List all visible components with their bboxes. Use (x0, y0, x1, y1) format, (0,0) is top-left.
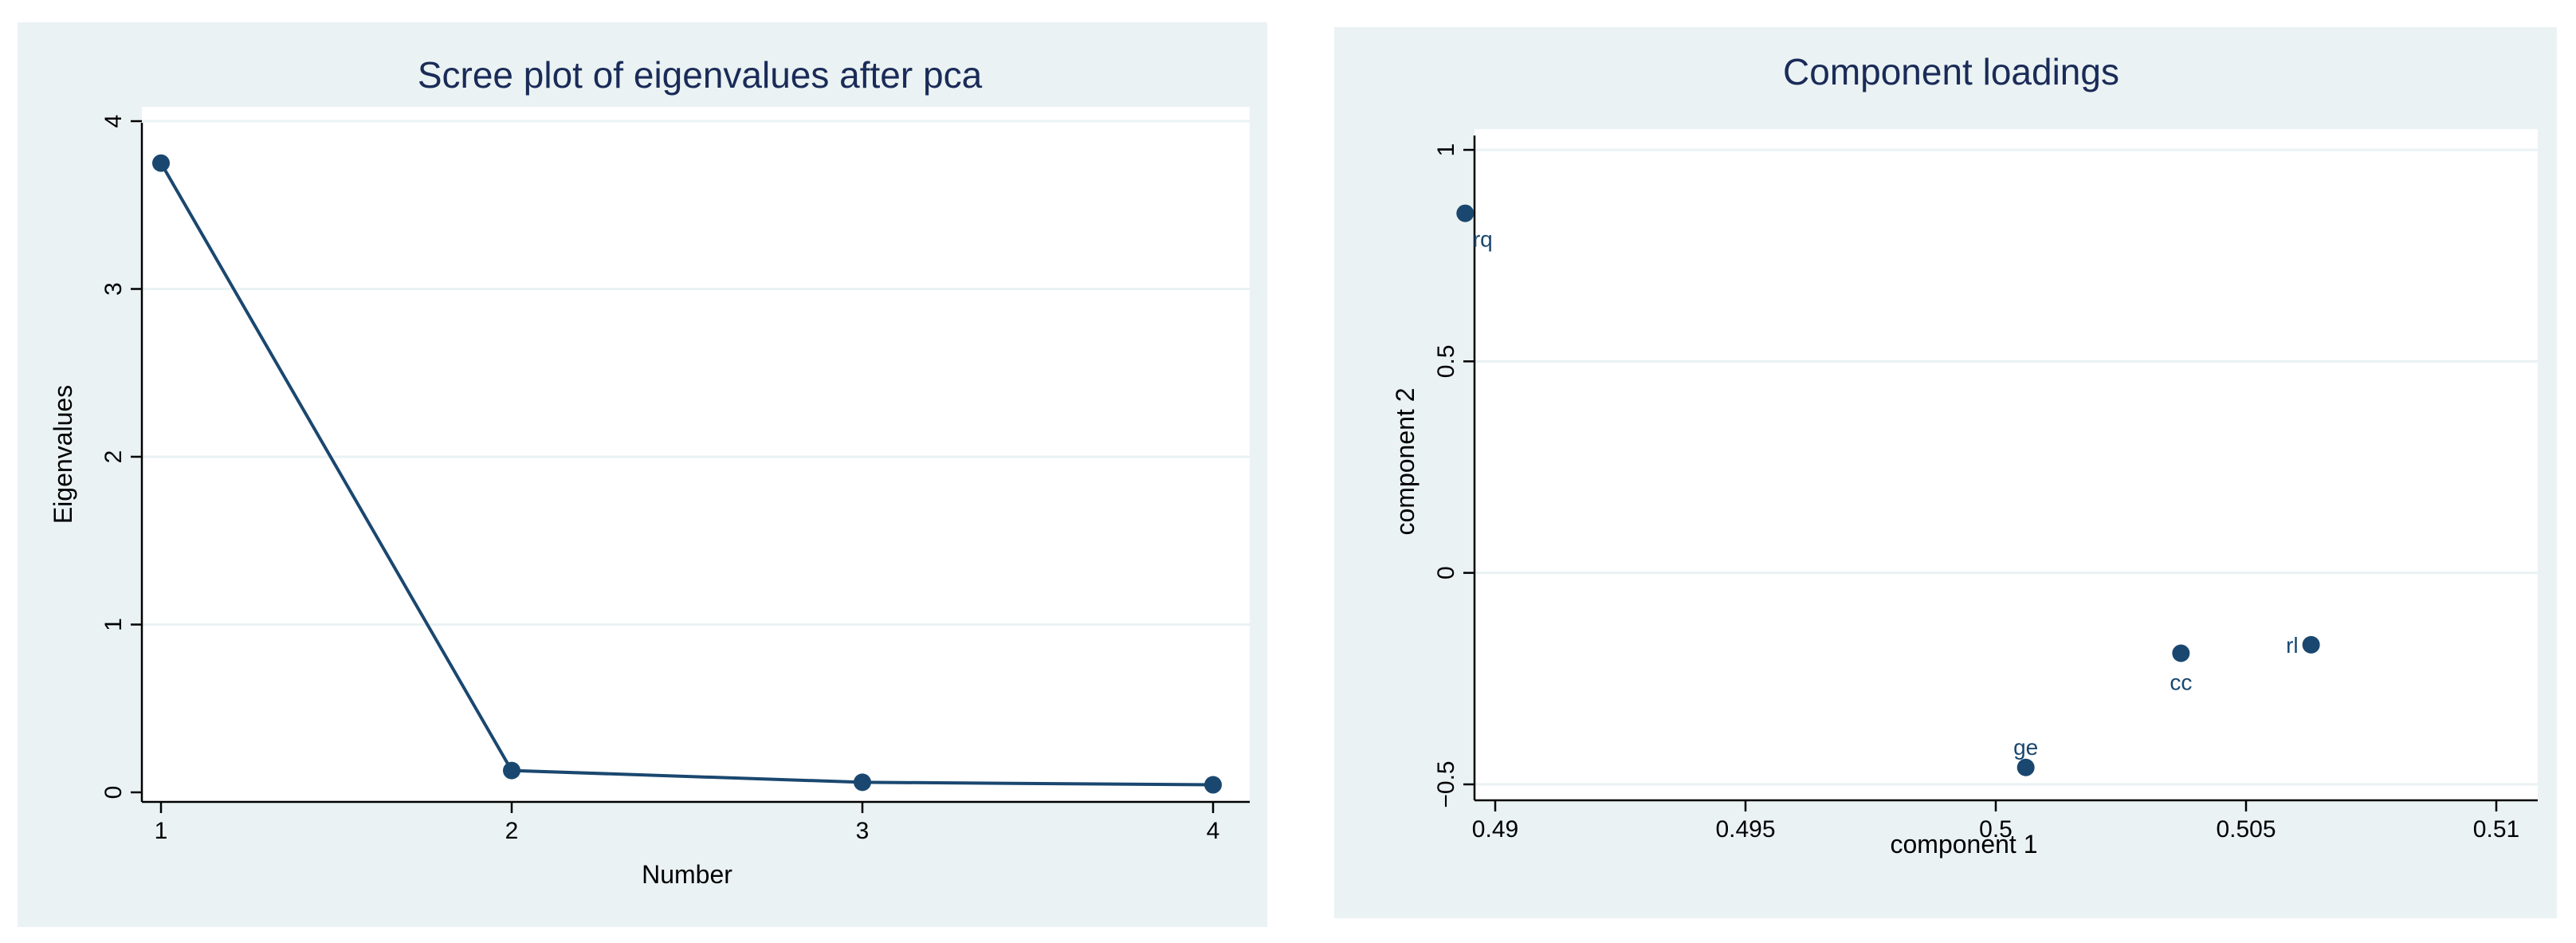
chart-title: Component loadings (1783, 51, 2119, 92)
loading-point (2172, 644, 2190, 662)
y-tick-label: 3 (100, 282, 127, 296)
scree-plot-svg: Scree plot of eigenvalues after pca 0 1 2 3… (49, 54, 1250, 889)
scree-plot-panel: Scree plot of eigenvalues after pca 0 1 2 3… (18, 22, 1267, 927)
y-tick-label: 4 (100, 115, 127, 128)
chart-title: Scree plot of eigenvalues after pca (418, 54, 983, 96)
x-tick-label: 3 (856, 818, 870, 844)
loading-point (2016, 758, 2035, 776)
y-tick-label: 0 (100, 786, 127, 800)
plot-area (1475, 129, 2538, 800)
loading-label: cc (2170, 670, 2192, 694)
loading-label: rl (2286, 633, 2299, 658)
x-axis-label: Number (642, 860, 732, 889)
x-tick-label: 0.5 (1979, 816, 2012, 843)
x-tick-label: 0.51 (2473, 816, 2519, 843)
x-tick-label: 0.49 (1472, 816, 1518, 843)
loading-label: ge (2013, 735, 2038, 760)
eigenvalue-point (1204, 776, 1222, 794)
y-tick-label: 2 (100, 450, 127, 464)
y-tick-label: 1 (100, 618, 127, 631)
y-axis-label: component 2 (1391, 387, 1420, 535)
loading-point (1456, 204, 1475, 222)
x-axis-label: component 1 (1890, 830, 2037, 859)
y-axis-label: Eigenvalues (49, 385, 77, 524)
plot-area (142, 107, 1250, 802)
loading-label: rq (1473, 227, 1493, 252)
x-tick-label: 0.495 (1715, 816, 1775, 843)
x-tick-label: 0.505 (2216, 816, 2276, 843)
loading-point (2302, 635, 2320, 654)
y-tick-label: 1 (1433, 143, 1459, 157)
eigenvalue-line (159, 162, 1214, 787)
x-tick-label: 1 (155, 818, 168, 844)
y-tick-label: 0 (1433, 566, 1459, 580)
x-tick-label: 2 (505, 818, 519, 844)
loadings-plot-panel: Component loadings rq cc rl ge −0.5 0 0.5 1 0.4… (1334, 27, 2557, 918)
y-tick-label: −0.5 (1433, 760, 1459, 807)
x-tick-label: 4 (1207, 818, 1220, 844)
eigenvalue-point (854, 773, 871, 792)
eigenvalue-point (503, 761, 520, 780)
y-tick-label: 0.5 (1433, 344, 1459, 378)
eigenvalue-point (152, 154, 170, 172)
